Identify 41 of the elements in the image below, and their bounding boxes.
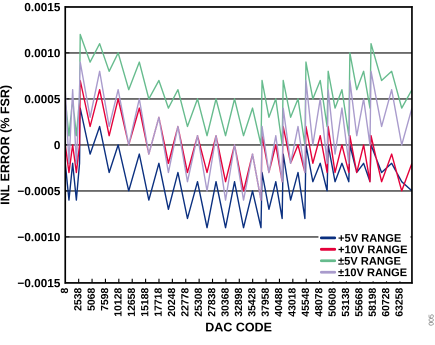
x-tick-label: 37958: [261, 288, 269, 316]
legend-label: ±5V RANGE: [338, 256, 400, 265]
x-tick-label: 32898: [234, 288, 242, 316]
y-tick-label: 0.0010: [24, 48, 60, 58]
x-tick-label: 12658: [128, 288, 136, 316]
x-tick-label: 27838: [208, 288, 216, 316]
line-series: [65, 107, 412, 228]
x-tick-label: 5068: [87, 288, 95, 311]
x-tick-label: 22778: [181, 288, 189, 316]
y-tick-label: −0.0010: [18, 232, 60, 242]
x-tick-label: 10128: [114, 288, 122, 316]
x-tick-label: 30368: [221, 288, 229, 316]
x-tick-label: 20248: [168, 288, 176, 316]
x-axis-title: DAC CODE: [206, 322, 272, 332]
x-tick-label: 17718: [154, 288, 162, 316]
legend-label: +5V RANGE: [338, 234, 401, 242]
x-tick-label: 48078: [315, 288, 322, 317]
x-tick-label: 2538: [74, 288, 82, 311]
x-tick-label: 53138: [342, 288, 350, 316]
y-tick-label: 0: [54, 140, 60, 150]
x-tick-label: 15188: [141, 288, 148, 316]
y-tick-label: 0.0005: [24, 94, 60, 104]
x-tick-label: 35428: [248, 288, 256, 316]
line-series: [65, 34, 412, 146]
x-tick-label: 7598: [100, 288, 108, 310]
x-tick-label: 25308: [194, 288, 202, 316]
x-tick-label: 50608: [328, 288, 336, 316]
x-tick-label: 63258: [395, 288, 403, 316]
y-tick-label: −0.0005: [18, 186, 60, 196]
legend-label: +10V RANGE: [338, 245, 408, 254]
x-tick-label: 8: [60, 288, 68, 294]
legend-label: ±10V RANGE: [338, 268, 407, 276]
x-tick-label: 45548: [302, 288, 310, 317]
y-axis-title: INL ERROR (% FSR): [0, 86, 12, 204]
x-tick-label: 60728: [382, 288, 390, 316]
y-tick-label: −0.0015: [18, 278, 60, 288]
x-tick-label: 58198: [368, 288, 376, 316]
y-tick-label: 0.0015: [24, 2, 60, 12]
x-tick-label: 40488: [274, 288, 282, 317]
x-tick-label: 55668: [355, 288, 363, 316]
x-tick-label: 43018: [288, 288, 296, 317]
